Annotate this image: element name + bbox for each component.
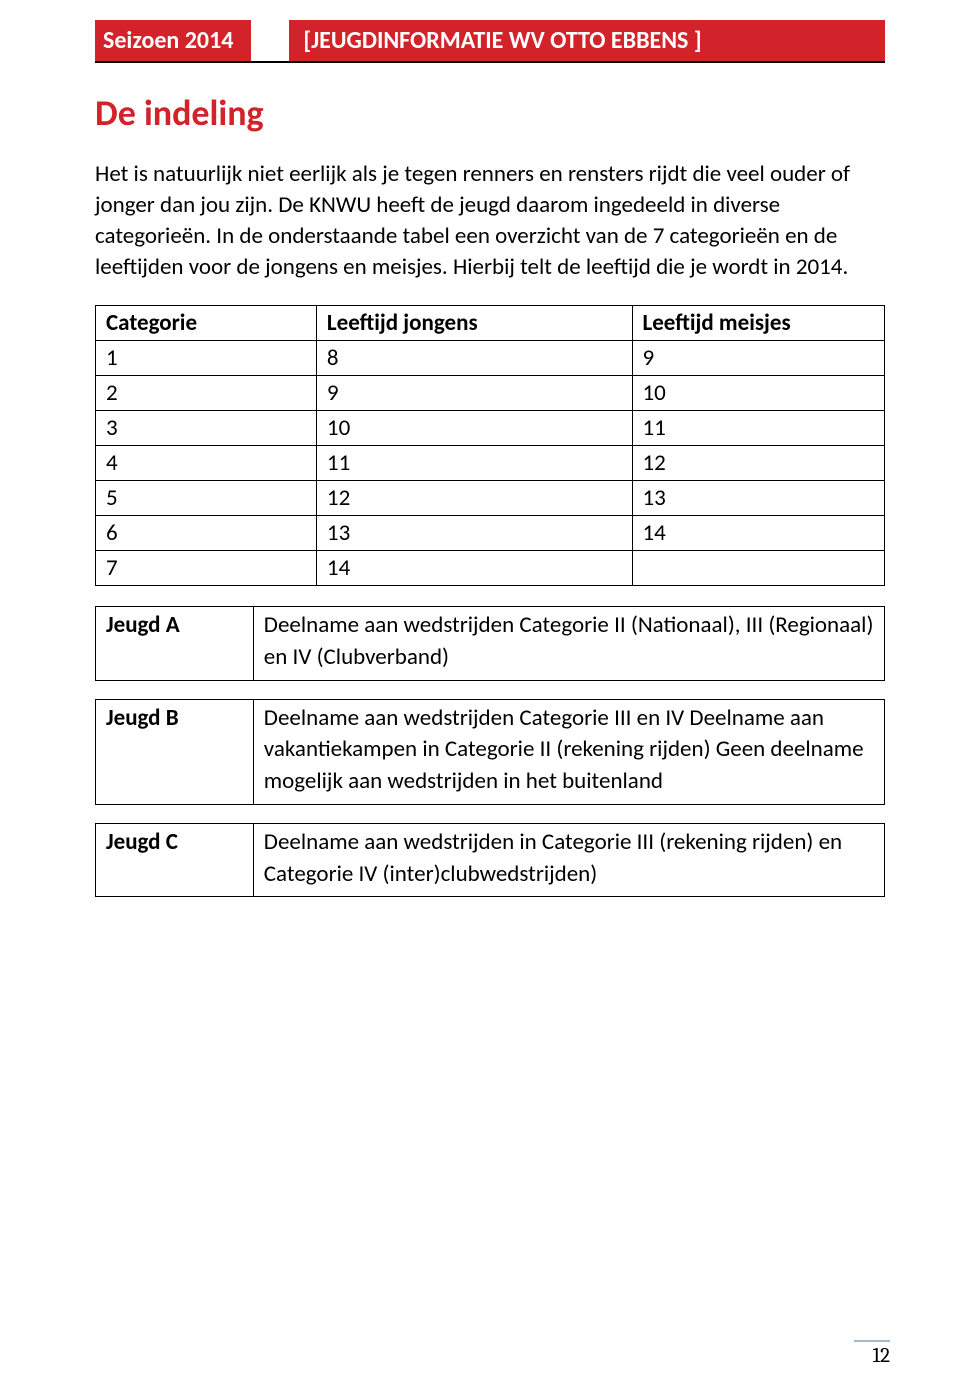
jeugd-label: Jeugd B	[96, 699, 254, 804]
age-category-table: Categorie Leeftijd jongens Leeftijd meis…	[95, 305, 885, 586]
intro-paragraph: Het is natuurlijk niet eerlijk als je te…	[95, 159, 885, 283]
cell-categorie: 2	[96, 376, 317, 411]
table-row: 2 9 10	[96, 376, 885, 411]
table-row: 7 14	[96, 551, 885, 586]
header-bar: Seizoen 2014 [JEUGDINFORMATIE WV OTTO EB…	[95, 20, 885, 63]
table-row: 1 8 9	[96, 341, 885, 376]
jeugd-label: Jeugd A	[96, 607, 254, 680]
jeugd-label: Jeugd C	[96, 823, 254, 896]
header-title: [JEUGDINFORMATIE WV OTTO EBBENS ]	[289, 20, 885, 61]
cell-meisjes: 12	[632, 446, 885, 481]
table-row: Jeugd A Deelname aan wedstrijden Categor…	[96, 607, 885, 680]
table-header-row: Categorie Leeftijd jongens Leeftijd meis…	[96, 306, 885, 341]
table-row: 5 12 13	[96, 481, 885, 516]
cell-jongens: 14	[316, 551, 632, 586]
cell-jongens: 11	[316, 446, 632, 481]
cell-categorie: 5	[96, 481, 317, 516]
cell-categorie: 6	[96, 516, 317, 551]
cell-jongens: 9	[316, 376, 632, 411]
table-row: 3 10 11	[96, 411, 885, 446]
col-header-jongens: Leeftijd jongens	[316, 306, 632, 341]
table-row: 6 13 14	[96, 516, 885, 551]
page-title: De indeling	[95, 91, 885, 135]
table-row: Jeugd B Deelname aan wedstrijden Categor…	[96, 699, 885, 804]
cell-categorie: 4	[96, 446, 317, 481]
table-row: 4 11 12	[96, 446, 885, 481]
cell-categorie: 3	[96, 411, 317, 446]
jeugd-c-table: Jeugd C Deelname aan wedstrijden in Cate…	[95, 823, 885, 897]
cell-jongens: 10	[316, 411, 632, 446]
cell-meisjes: 11	[632, 411, 885, 446]
table-row: Jeugd C Deelname aan wedstrijden in Cate…	[96, 823, 885, 896]
cell-meisjes: 9	[632, 341, 885, 376]
cell-meisjes: 10	[632, 376, 885, 411]
col-header-categorie: Categorie	[96, 306, 317, 341]
cell-meisjes: 13	[632, 481, 885, 516]
page-number: 12	[854, 1340, 890, 1368]
jeugd-a-table: Jeugd A Deelname aan wedstrijden Categor…	[95, 606, 885, 680]
jeugd-b-table: Jeugd B Deelname aan wedstrijden Categor…	[95, 699, 885, 805]
cell-meisjes: 14	[632, 516, 885, 551]
jeugd-text: Deelname aan wedstrijden Categorie II (N…	[253, 607, 884, 680]
cell-jongens: 12	[316, 481, 632, 516]
col-header-meisjes: Leeftijd meisjes	[632, 306, 885, 341]
jeugd-text: Deelname aan wedstrijden in Categorie II…	[253, 823, 884, 896]
cell-categorie: 1	[96, 341, 317, 376]
cell-meisjes	[632, 551, 885, 586]
page-container: Seizoen 2014 [JEUGDINFORMATIE WV OTTO EB…	[0, 0, 960, 1398]
header-season: Seizoen 2014	[95, 20, 251, 61]
cell-categorie: 7	[96, 551, 317, 586]
cell-jongens: 8	[316, 341, 632, 376]
jeugd-text: Deelname aan wedstrijden Categorie III e…	[253, 699, 884, 804]
cell-jongens: 13	[316, 516, 632, 551]
